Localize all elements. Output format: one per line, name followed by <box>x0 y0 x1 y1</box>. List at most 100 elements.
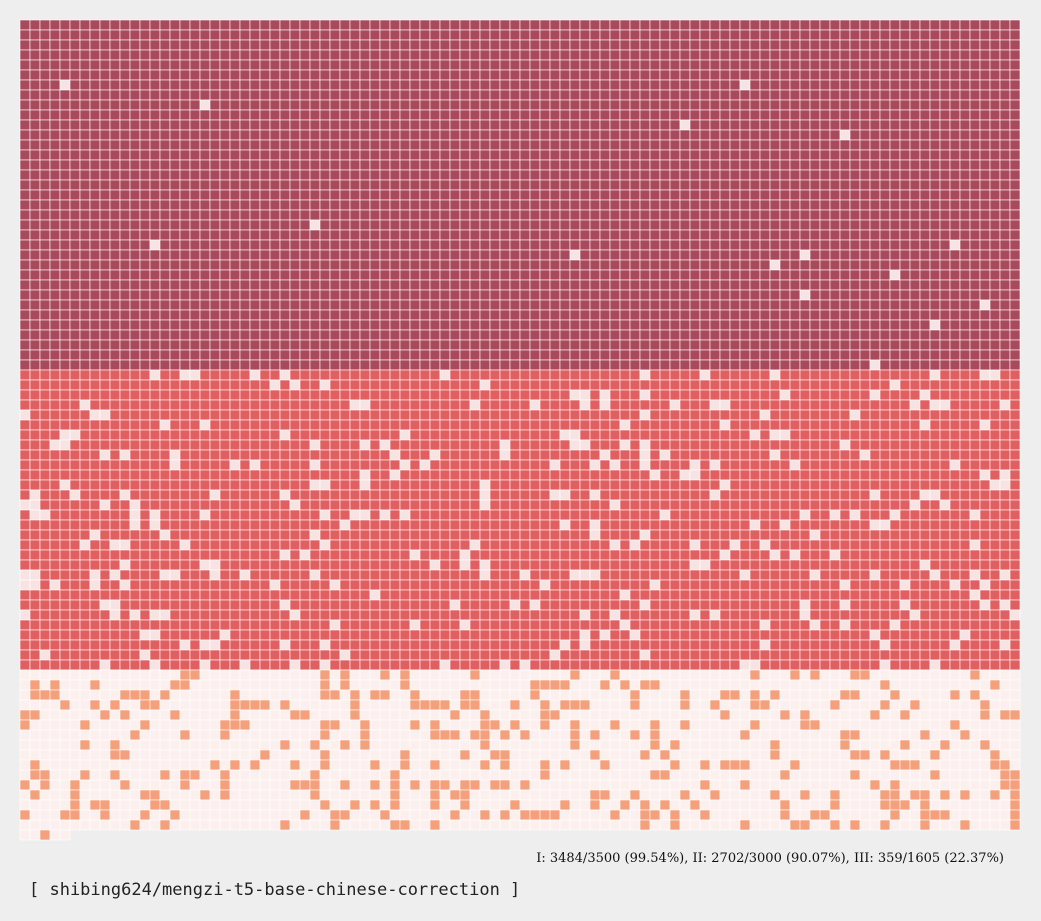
waffle-cell-I <box>789 119 801 131</box>
waffle-cell-I <box>289 39 301 51</box>
waffle-cell-II <box>499 499 511 511</box>
waffle-cell-II <box>499 399 511 411</box>
waffle-cell-I <box>99 109 111 121</box>
waffle-cell-I <box>899 359 911 371</box>
waffle-cell-I <box>199 39 211 51</box>
waffle-cell-II <box>879 499 891 511</box>
waffle-cell-I <box>109 79 121 91</box>
waffle-cell-I <box>409 39 421 51</box>
waffle-cell-I <box>539 49 551 61</box>
waffle-cell-II <box>849 489 861 501</box>
waffle-cell-I <box>529 139 541 151</box>
waffle-cell-I <box>959 119 971 131</box>
waffle-cell-II <box>299 469 311 481</box>
waffle-cell-II <box>129 479 141 491</box>
waffle-cell-II <box>689 489 701 501</box>
waffle-cell-I <box>239 159 251 171</box>
waffle-cell-II <box>39 469 51 481</box>
waffle-cell-I <box>779 159 791 171</box>
waffle-cell-II <box>769 439 781 451</box>
waffle-cell-I <box>719 119 731 131</box>
waffle-cell-II <box>119 449 131 461</box>
waffle-cell-I <box>469 29 481 41</box>
waffle-cell-I <box>179 339 191 351</box>
waffle-cell-II <box>959 469 971 481</box>
waffle-cell-I <box>869 179 881 191</box>
waffle-cell-I <box>119 19 131 31</box>
waffle-cell-II <box>89 369 101 381</box>
waffle-cell-I <box>709 279 721 291</box>
waffle-cell-II <box>449 469 461 481</box>
waffle-cell-I <box>689 159 701 171</box>
waffle-cell-I <box>469 149 481 161</box>
waffle-cell-I <box>929 249 941 261</box>
waffle-cell-II <box>779 489 791 501</box>
waffle-cell-I <box>89 19 101 31</box>
waffle-cell-I <box>99 149 111 161</box>
waffle-cell-I <box>699 319 711 331</box>
waffle-cell-I <box>449 349 461 361</box>
waffle-cell-I <box>319 339 331 351</box>
waffle-cell-I <box>59 259 71 271</box>
waffle-cell-I <box>309 339 321 351</box>
waffle-cell-I <box>649 359 661 371</box>
waffle-cell-I <box>649 289 661 301</box>
waffle-cell-I <box>269 299 281 311</box>
waffle-cell-I <box>139 329 151 341</box>
waffle-cell-I <box>689 69 701 81</box>
waffle-cell-II <box>419 469 431 481</box>
waffle-cell-I <box>69 239 81 251</box>
waffle-cell-I <box>199 69 211 81</box>
waffle-cell-I <box>729 209 741 221</box>
waffle-cell-I <box>69 299 81 311</box>
waffle-cell-I <box>59 319 71 331</box>
waffle-cell-II <box>239 469 251 481</box>
waffle-cell-I <box>849 259 861 271</box>
waffle-cell-II <box>519 489 531 501</box>
waffle-cell-II <box>519 419 531 431</box>
waffle-cell-I <box>299 59 311 71</box>
waffle-cell-II <box>629 429 641 441</box>
waffle-cell-I <box>399 219 411 231</box>
waffle-cell-I <box>399 169 411 181</box>
waffle-cell-I <box>419 359 431 371</box>
waffle-cell-I <box>239 309 251 321</box>
waffle-cell-I <box>919 269 931 281</box>
waffle-cell-II <box>409 459 421 471</box>
waffle-cell-II <box>69 409 81 421</box>
waffle-cell-I <box>999 89 1011 101</box>
waffle-cell-II <box>669 479 681 491</box>
waffle-cell-II <box>209 399 221 411</box>
waffle-cell-I <box>109 59 121 71</box>
waffle-cell-I <box>29 359 41 371</box>
waffle-cell-II <box>799 389 811 401</box>
waffle-cell-II <box>969 499 981 511</box>
waffle-cell-II <box>209 439 221 451</box>
waffle-cell-I <box>809 339 821 351</box>
waffle-cell-I <box>449 89 461 101</box>
waffle-cell-II <box>969 489 981 501</box>
waffle-cell-II <box>159 409 171 421</box>
waffle-cell-I <box>639 329 651 341</box>
waffle-cell-I <box>699 79 711 91</box>
waffle-cell-II <box>529 459 541 471</box>
waffle-cell-I <box>779 69 791 81</box>
waffle-cell-I <box>539 189 551 201</box>
waffle-cell-I <box>19 89 31 101</box>
waffle-cell-I <box>529 109 541 121</box>
waffle-cell-I <box>399 259 411 271</box>
waffle-cell-II <box>639 369 651 381</box>
waffle-cell-I <box>679 169 691 181</box>
waffle-cell-I <box>809 29 821 41</box>
waffle-cell-I <box>569 119 581 131</box>
waffle-cell-II <box>189 379 201 391</box>
waffle-cell-II <box>289 449 301 461</box>
waffle-cell-I <box>419 69 431 81</box>
waffle-cell-II <box>719 369 731 381</box>
waffle-cell-II <box>779 379 791 391</box>
waffle-cell-I <box>149 229 161 241</box>
waffle-cell-I <box>619 349 631 361</box>
waffle-cell-I <box>149 259 161 271</box>
waffle-cell-I <box>879 229 891 241</box>
waffle-cell-I <box>179 259 191 271</box>
